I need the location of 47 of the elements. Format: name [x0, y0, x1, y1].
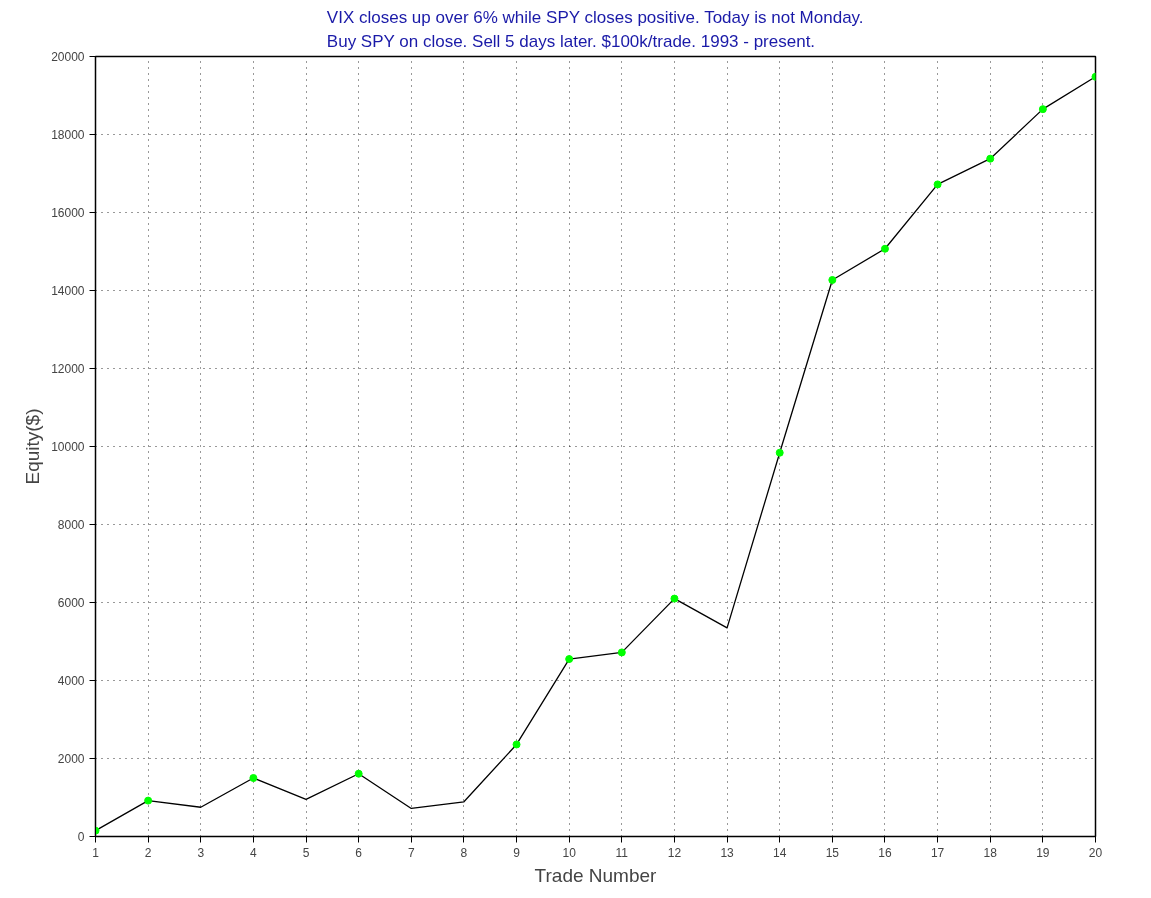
y-tick-label: 20000	[51, 50, 85, 64]
x-tick-label: 10	[562, 845, 577, 860]
y-axis-title: Equity($)	[22, 408, 44, 485]
x-tick-label: 15	[825, 845, 840, 860]
y-tick-label: 16000	[51, 206, 85, 220]
x-tick-label: 7	[407, 845, 415, 860]
y-tick-label: 10000	[51, 440, 85, 454]
y-tick-label: 6000	[57, 596, 85, 610]
x-tick-label: 16	[878, 845, 892, 860]
point	[775, 448, 784, 457]
point	[828, 275, 837, 284]
y-tick-label: 2000	[57, 752, 85, 766]
point	[617, 648, 626, 657]
y-tick-label: 14000	[51, 284, 85, 298]
y-tick-label: 12000	[51, 362, 85, 376]
x-tick-label: 17	[930, 845, 945, 860]
y-tick-label: 18000	[51, 128, 85, 142]
x-tick-label: 13	[720, 845, 735, 860]
y-tick-label: 8000	[57, 518, 85, 532]
point	[986, 154, 995, 163]
x-tick-label: 9	[513, 845, 521, 860]
x-tick-label: 19	[1036, 845, 1050, 860]
point	[144, 796, 153, 805]
point	[512, 740, 521, 749]
x-tick-label: 5	[302, 845, 310, 860]
x-tick-label: 12	[667, 845, 682, 860]
point	[933, 180, 942, 189]
point	[354, 769, 363, 778]
x-tick-label: 2	[144, 845, 152, 860]
y-tick-label: 4000	[57, 674, 85, 688]
x-axis-title: Trade Number	[534, 864, 658, 886]
x-tick-label: 1	[92, 845, 100, 860]
x-tick-label: 4	[250, 845, 258, 860]
point	[249, 774, 258, 782]
y-tick-label: 0	[77, 830, 85, 844]
x-tick-label: 14	[773, 845, 787, 860]
point	[565, 655, 574, 664]
x-tick-label: 11	[615, 845, 629, 860]
x-tick-label: 3	[197, 845, 205, 860]
x-tick-label: 18	[983, 845, 998, 860]
x-tick-label: 8	[460, 845, 468, 860]
x-tick-label: 6	[355, 845, 363, 860]
point	[670, 594, 679, 603]
x-tick-label: 20	[1088, 845, 1103, 860]
chart-title: VIX closes up over 6% while SPY closes positive. Today is not Monday. Buy SPY on close. Sell 5 days later. $100k/trade. 1993 - present.	[326, 7, 864, 52]
point	[880, 244, 889, 253]
point	[1038, 105, 1047, 114]
